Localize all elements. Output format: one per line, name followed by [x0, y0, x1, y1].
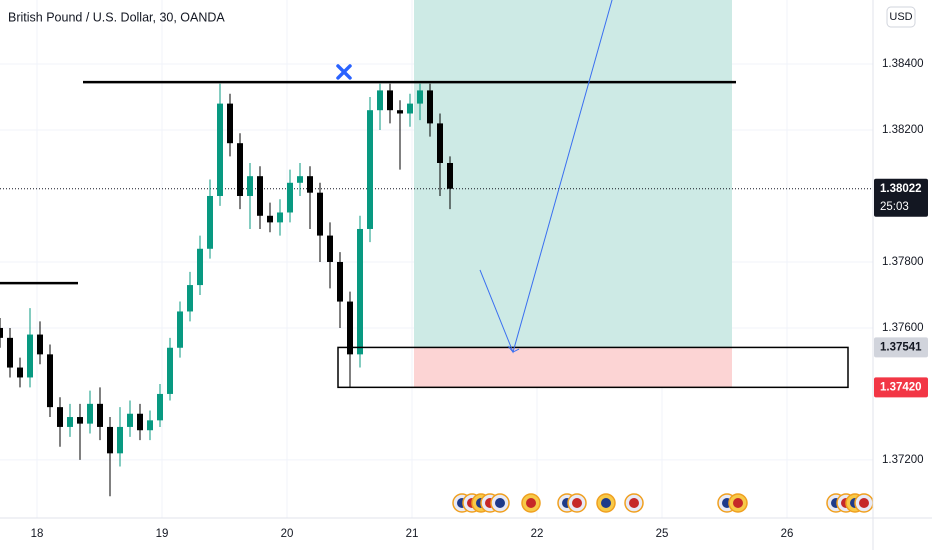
- candle-body: [97, 403, 103, 427]
- candle-body: [267, 215, 273, 223]
- candle-body: [317, 192, 323, 236]
- candle-body: [247, 176, 253, 196]
- candle-body: [87, 403, 93, 424]
- candle-body: [67, 417, 73, 427]
- candle-body: [387, 90, 393, 111]
- candle-body: [187, 285, 193, 312]
- event-flag: [495, 498, 505, 508]
- candle-body: [207, 195, 213, 249]
- candle-body: [427, 90, 433, 124]
- candle-body: [167, 347, 173, 394]
- y-tick-label: 1.38400: [882, 58, 924, 70]
- y-tick-label: 1.37200: [882, 454, 924, 466]
- candle-body: [117, 426, 123, 454]
- y-tick-label: 1.38200: [882, 124, 924, 136]
- price-tag-label: 1.37541: [880, 341, 922, 353]
- candle-body: [137, 413, 143, 431]
- x-tick-label: 21: [406, 528, 419, 540]
- chart-title: British Pound / U.S. Dollar, 30, OANDA: [8, 10, 225, 24]
- target-zone: [414, 0, 732, 348]
- candle-body: [57, 407, 63, 427]
- candle-body: [407, 103, 413, 114]
- candle-body: [447, 162, 453, 189]
- currency-button[interactable]: [886, 6, 916, 28]
- candle-body: [17, 367, 23, 378]
- price-tag-label: 1.38022: [880, 183, 922, 195]
- candle-body: [367, 110, 373, 229]
- candle-body: [27, 334, 33, 378]
- candle-body: [397, 110, 403, 114]
- candle-body: [37, 334, 43, 355]
- event-flag: [733, 498, 743, 508]
- candle-body: [177, 311, 183, 348]
- currency[interactable]: USD: [889, 11, 912, 23]
- y-tick-label: 1.37600: [882, 322, 924, 334]
- candle-body: [297, 176, 303, 183]
- candle-body: [307, 176, 313, 193]
- event-flag: [859, 498, 869, 508]
- x-tick-label: 25: [656, 528, 669, 540]
- x-tick-label: 18: [31, 528, 44, 540]
- candle-body: [157, 393, 163, 421]
- price-tag-label: 1.37420: [880, 381, 922, 393]
- price-tag: [874, 377, 928, 398]
- candle-body: [287, 182, 293, 213]
- candle-body: [257, 176, 263, 216]
- candle-body: [0, 327, 3, 338]
- candle-body: [437, 123, 443, 163]
- event-flag: [572, 498, 582, 508]
- candle-body: [327, 235, 333, 262]
- candle-body: [127, 413, 133, 427]
- candle-body: [107, 426, 113, 454]
- x-tick-label: 22: [531, 528, 544, 540]
- candle-body: [337, 261, 343, 302]
- candle-body: [77, 417, 83, 424]
- x-marker: [336, 64, 352, 80]
- candle-body: [147, 420, 153, 431]
- y-tick-label: 1.37800: [882, 256, 924, 268]
- candle-body: [237, 143, 243, 196]
- candle-body: [347, 301, 353, 355]
- candle-body: [197, 248, 203, 286]
- countdown: 25:03: [880, 201, 909, 213]
- candle-body: [417, 90, 423, 104]
- zone-box: [337, 346, 849, 389]
- candle-body: [7, 337, 13, 368]
- candle-body: [377, 90, 383, 111]
- plot-area: [0, 0, 873, 518]
- price-tag: [874, 178, 928, 217]
- candle-body: [227, 103, 233, 144]
- axes: 1.37200 1.37600 1.37800 1.38200 1.38400 18 19 2…: [31, 58, 928, 540]
- price-tag: [874, 337, 928, 358]
- event-flag: [601, 498, 611, 508]
- candle-body: [277, 212, 283, 223]
- candle-body: [47, 354, 53, 408]
- event-flag: [526, 498, 536, 508]
- x-tick-label: 26: [781, 528, 794, 540]
- candle-body: [217, 103, 223, 196]
- arrow-head: [507, 345, 520, 353]
- x-tick-label: 20: [281, 528, 294, 540]
- x-tick-label: 19: [156, 528, 169, 540]
- stop-zone: [414, 347, 732, 388]
- event-flag: [629, 498, 639, 508]
- candle-body: [357, 228, 363, 355]
